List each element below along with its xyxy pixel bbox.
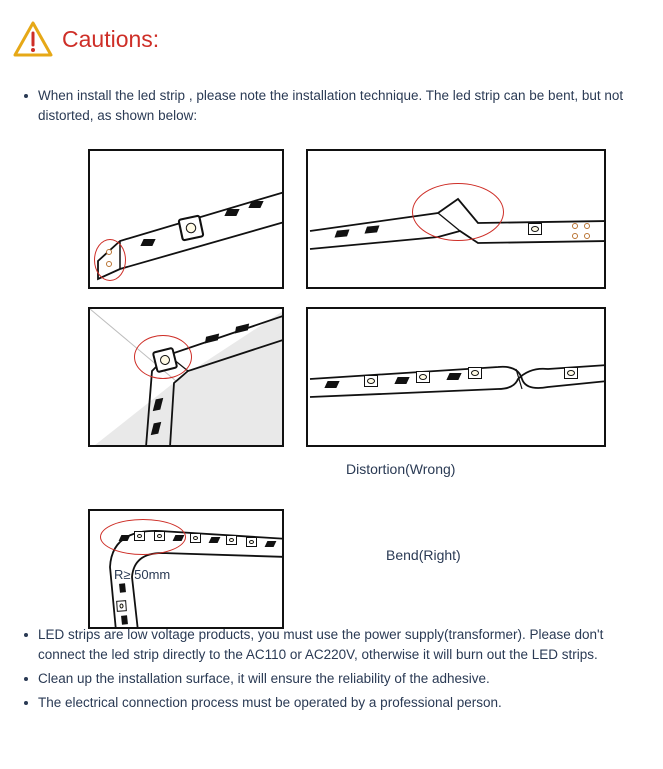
- cautions-heading: Cautions:: [10, 20, 653, 58]
- panel-distortion-3: [88, 307, 284, 447]
- panel-distortion-1: [88, 149, 284, 289]
- panel-distortion-2: [306, 149, 606, 289]
- bullets-bottom: LED strips are low voltage products, you…: [10, 625, 653, 714]
- caption-bend: Bend(Right): [386, 547, 653, 563]
- bullet-item: LED strips are low voltage products, you…: [28, 625, 653, 666]
- panel-distortion-4: [306, 307, 606, 447]
- cautions-title: Cautions:: [62, 26, 159, 53]
- diagram-row-2: [88, 307, 653, 447]
- panel-bend: R≥ 50mm: [88, 509, 284, 629]
- bullets-top: When install the led strip , please note…: [10, 86, 653, 127]
- diagram-row-1: [88, 149, 653, 289]
- radius-text: R≥ 50mm: [114, 567, 170, 582]
- warning-icon: [12, 20, 54, 58]
- bullet-item: Clean up the installation surface, it wi…: [28, 669, 653, 689]
- bullet-item: The electrical connection process must b…: [28, 693, 653, 713]
- caption-distortion: Distortion(Wrong): [346, 461, 653, 477]
- diagram-block: Distortion(Wrong) R≥ 50mm Bend(Right): [10, 149, 653, 563]
- bullet-item: When install the led strip , please note…: [28, 86, 653, 127]
